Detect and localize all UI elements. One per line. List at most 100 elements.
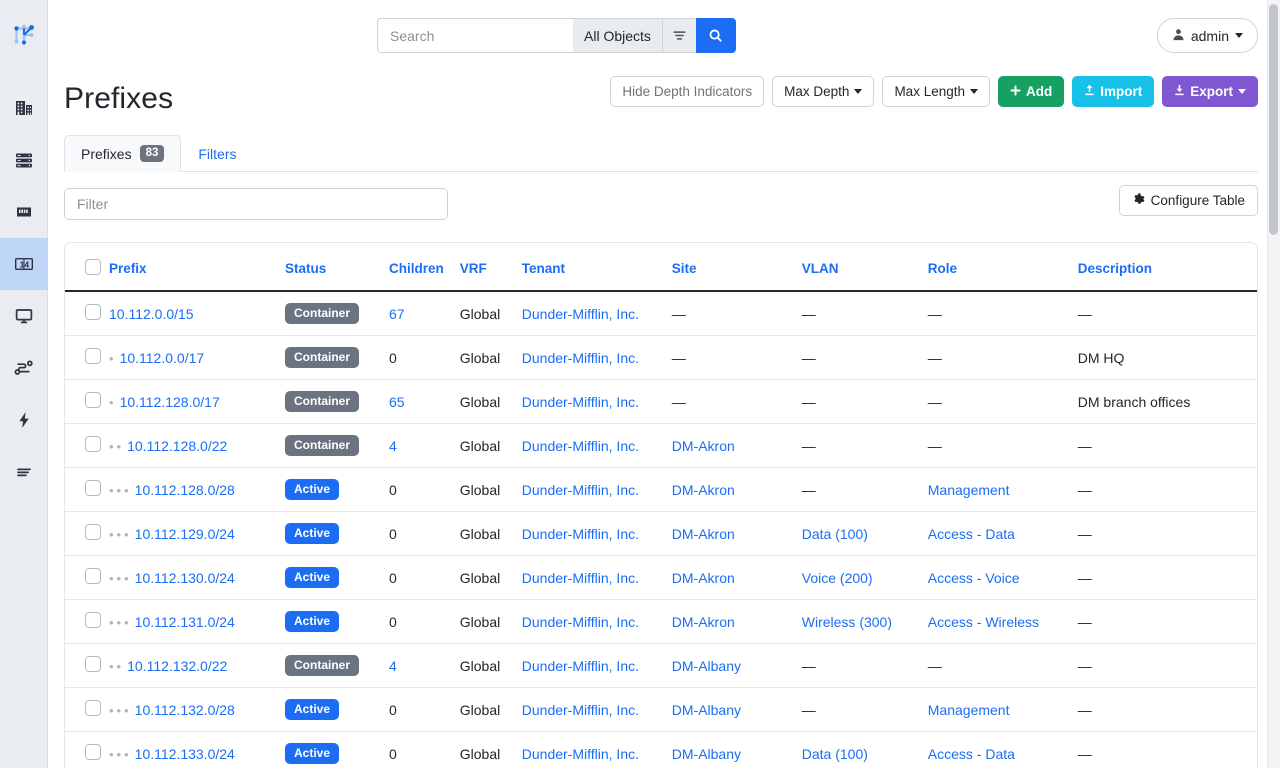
prefix-link[interactable]: 10.112.0.0/17 xyxy=(119,349,205,366)
site-link[interactable]: DM-Albany xyxy=(671,657,742,674)
role-link[interactable]: Access - Voice xyxy=(927,569,1020,586)
prefix-link[interactable]: 10.112.130.0/24 xyxy=(134,569,235,586)
tenant-link[interactable]: Dunder-Mifflin, Inc. xyxy=(521,701,639,718)
select-all-checkbox[interactable] xyxy=(85,259,101,275)
table-row[interactable]: ••• 10.112.130.0/24 Active 0 Global Dunder-Mi… xyxy=(65,555,1257,600)
table-row[interactable]: • 10.112.128.0/17 Container 65 Global Dunder-… xyxy=(65,379,1257,424)
row-checkbox[interactable] xyxy=(85,612,101,628)
sidebar-item-circuits[interactable] xyxy=(0,342,48,394)
tenant-link[interactable]: Dunder-Mifflin, Inc. xyxy=(521,657,639,674)
max-length-dropdown[interactable]: Max Length xyxy=(882,76,990,107)
role-link[interactable]: Access - Wireless xyxy=(927,613,1039,630)
tenant-link[interactable]: Dunder-Mifflin, Inc. xyxy=(521,437,639,454)
row-checkbox[interactable] xyxy=(85,700,101,716)
tenant-link[interactable]: Dunder-Mifflin, Inc. xyxy=(521,305,639,322)
column-header-site[interactable]: Site xyxy=(663,243,794,292)
site-link[interactable]: DM-Akron xyxy=(671,481,735,498)
search-scope-dropdown[interactable]: All Objects xyxy=(573,18,662,53)
column-header-prefix[interactable]: Prefix xyxy=(101,243,277,292)
site-link[interactable]: DM-Albany xyxy=(671,701,742,718)
row-checkbox[interactable] xyxy=(85,524,101,540)
children-count[interactable]: 4 xyxy=(389,657,397,674)
row-checkbox[interactable] xyxy=(85,744,101,760)
table-row[interactable]: • 10.112.0.0/17 Container 0 Global Dunder-Mif… xyxy=(65,335,1257,380)
site-link[interactable]: DM-Akron xyxy=(671,569,735,586)
prefix-link[interactable]: 10.112.129.0/24 xyxy=(134,525,235,542)
tenant-link[interactable]: Dunder-Mifflin, Inc. xyxy=(521,481,639,498)
column-header-status[interactable]: Status xyxy=(277,243,381,292)
sidebar-item-logs[interactable] xyxy=(0,446,48,498)
site-link[interactable]: DM-Akron xyxy=(671,437,735,454)
sidebar-item-devices[interactable] xyxy=(0,134,48,186)
vlan-link[interactable]: Wireless (300) xyxy=(801,613,893,630)
table-row[interactable]: •• 10.112.132.0/22 Container 4 Global Dunder-… xyxy=(65,643,1257,688)
row-checkbox[interactable] xyxy=(85,656,101,672)
table-row[interactable]: ••• 10.112.128.0/28 Active 0 Global Dunder-Mi… xyxy=(65,467,1257,512)
prefix-link[interactable]: 10.112.132.0/28 xyxy=(134,701,235,718)
children-count[interactable]: 65 xyxy=(389,393,405,410)
role-link[interactable]: Access - Data xyxy=(927,525,1015,542)
column-header-description[interactable]: Description xyxy=(1069,243,1257,292)
hide-depth-indicators-button[interactable]: Hide Depth Indicators xyxy=(610,76,765,107)
prefix-link[interactable]: 10.112.128.0/17 xyxy=(119,393,220,410)
tenant-link[interactable]: Dunder-Mifflin, Inc. xyxy=(521,525,639,542)
role-link[interactable]: Access - Data xyxy=(927,745,1015,762)
search-submit-button[interactable] xyxy=(695,18,736,53)
vlan-link[interactable]: Data (100) xyxy=(801,745,868,762)
vlan-link[interactable]: Voice (200) xyxy=(801,569,873,586)
children-count[interactable]: 67 xyxy=(389,305,405,322)
prefix-link[interactable]: 10.112.0.0/15 xyxy=(109,305,194,322)
table-filter-input[interactable] xyxy=(64,188,448,220)
tenant-link[interactable]: Dunder-Mifflin, Inc. xyxy=(521,349,639,366)
row-checkbox[interactable] xyxy=(85,304,101,320)
netbox-logo-icon[interactable] xyxy=(7,18,41,52)
site-link[interactable]: DM-Akron xyxy=(671,613,735,630)
tenant-link[interactable]: Dunder-Mifflin, Inc. xyxy=(521,569,639,586)
vlan-link[interactable]: Data (100) xyxy=(801,525,868,542)
sidebar-item-power[interactable] xyxy=(0,394,48,446)
table-row[interactable]: ••• 10.112.129.0/24 Active 0 Global Dunder-Mi… xyxy=(65,511,1257,556)
sidebar-item-organization[interactable] xyxy=(0,82,48,134)
vertical-scrollbar[interactable] xyxy=(1267,0,1280,768)
column-header-children[interactable]: Children xyxy=(381,243,452,292)
sidebar-item-virtualization[interactable] xyxy=(0,290,48,342)
row-checkbox[interactable] xyxy=(85,392,101,408)
site-link[interactable]: DM-Albany xyxy=(671,745,742,762)
add-button[interactable]: Add xyxy=(997,76,1065,107)
row-checkbox[interactable] xyxy=(85,348,101,364)
prefix-link[interactable]: 10.112.131.0/24 xyxy=(134,613,235,630)
column-header-vlan[interactable]: VLAN xyxy=(793,243,920,292)
table-row[interactable]: ••• 10.112.133.0/24 Active 0 Global Dunder-Mi… xyxy=(65,731,1257,768)
export-dropdown-button[interactable]: Export xyxy=(1162,76,1258,107)
scrollbar-thumb[interactable] xyxy=(1269,4,1278,235)
filter-icon[interactable] xyxy=(661,18,696,53)
children-count[interactable]: 4 xyxy=(389,437,397,454)
import-button[interactable]: Import xyxy=(1072,76,1155,107)
column-header-tenant[interactable]: Tenant xyxy=(513,243,664,292)
table-row[interactable]: •• 10.112.128.0/22 Container 4 Global Dunder-… xyxy=(65,423,1257,468)
table-row[interactable]: 10.112.0.0/15 Container 67 Global Dunder-Mif… xyxy=(65,291,1257,336)
tenant-link[interactable]: Dunder-Mifflin, Inc. xyxy=(521,613,639,630)
row-checkbox[interactable] xyxy=(85,480,101,496)
row-checkbox[interactable] xyxy=(85,436,101,452)
table-row[interactable]: ••• 10.112.131.0/24 Active 0 Global Dunder-Mi… xyxy=(65,599,1257,644)
tenant-link[interactable]: Dunder-Mifflin, Inc. xyxy=(521,393,639,410)
max-depth-dropdown[interactable]: Max Depth xyxy=(772,76,875,107)
tab-prefixes[interactable]: Prefixes 83 xyxy=(64,135,182,172)
prefix-link[interactable]: 10.112.132.0/22 xyxy=(127,657,228,674)
column-header-role[interactable]: Role xyxy=(919,243,1070,292)
user-menu-button[interactable]: admin xyxy=(1156,18,1258,53)
role-link[interactable]: Management xyxy=(927,481,1010,498)
role-link[interactable]: Management xyxy=(927,701,1010,718)
site-link[interactable]: DM-Akron xyxy=(671,525,735,542)
prefix-link[interactable]: 10.112.128.0/28 xyxy=(134,481,235,498)
sidebar-item-ipam[interactable]: 1 4 xyxy=(0,238,48,290)
search-input[interactable] xyxy=(377,18,573,53)
prefix-link[interactable]: 10.112.128.0/22 xyxy=(127,437,228,454)
row-checkbox[interactable] xyxy=(85,568,101,584)
sidebar-item-connections[interactable] xyxy=(0,186,48,238)
configure-table-button[interactable]: Configure Table xyxy=(1118,185,1258,216)
tab-filters[interactable]: Filters xyxy=(181,135,253,172)
prefix-link[interactable]: 10.112.133.0/24 xyxy=(134,745,235,762)
column-header-vrf[interactable]: VRF xyxy=(451,243,514,292)
